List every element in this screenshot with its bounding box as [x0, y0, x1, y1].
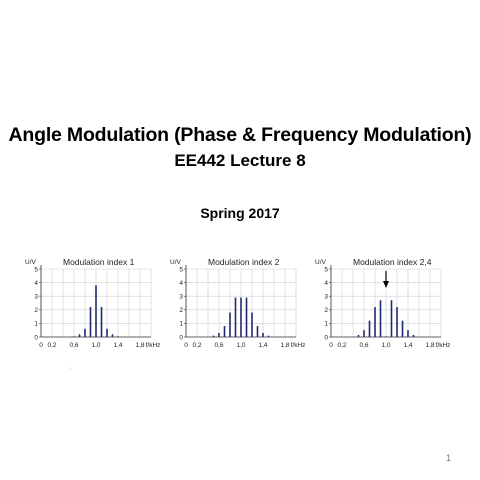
carrier-arrow-head	[383, 281, 389, 288]
page-number: 1	[446, 453, 452, 463]
slide-subtitle: EE442 Lecture 8	[174, 151, 306, 170]
x-axis-label: f/kHz	[146, 342, 161, 349]
x-tick-label: 0,6	[359, 342, 368, 349]
x-tick-label: 1,4	[258, 342, 267, 349]
x-tick-label: 0	[39, 342, 43, 349]
chart-title: Modulation index 2,4	[353, 257, 432, 267]
x-tick-label: 1,4	[403, 342, 412, 349]
y-tick-label: 0	[34, 334, 38, 341]
chart-title: Modulation index 2	[208, 257, 280, 267]
x-tick-label: 0,6	[214, 342, 223, 349]
y-axis-label: U/V	[170, 259, 182, 266]
x-axis-label: f/kHz	[291, 342, 306, 349]
spectrum-chart-svg: Modulation index 1 U/V 0 1 2 3 4 5 0 0,2 0,6 1,0 1,4…	[25, 257, 161, 349]
slide-title: Angle Modulation (Phase & Frequency Modu…	[8, 124, 472, 146]
y-tick-label: 3	[324, 294, 328, 301]
x-tick-label: 1,0	[381, 342, 390, 349]
spectrum-chart-svg: Modulation index 2,4 U/V 0 1 2 3 4 5 0 0,2 0,6 1,0 1…	[315, 257, 451, 349]
x-tick-label: 1,8	[135, 342, 144, 349]
x-tick-label: 0	[184, 342, 188, 349]
x-tick-label: 0,2	[337, 342, 346, 349]
x-tick-label: 1,8	[280, 342, 289, 349]
y-tick-label: 3	[179, 294, 183, 301]
x-tick-label: 1,8	[425, 342, 434, 349]
x-tick-label: 1,0	[236, 342, 245, 349]
y-tick-label: 2	[324, 307, 328, 314]
y-tick-label: 4	[34, 280, 38, 287]
y-tick-label: 1	[179, 321, 183, 328]
x-tick-label: 1,4	[113, 342, 122, 349]
x-tick-label: 1,0	[91, 342, 100, 349]
y-tick-label: 4	[324, 280, 328, 287]
spectrum-chart-index-2: Modulation index 2 U/V 0 1 2 3 4 5 0 0,2 0,6 1,0 1,4…	[170, 253, 306, 358]
y-tick-label: 0	[179, 334, 183, 341]
y-tick-label: 5	[179, 266, 183, 273]
y-tick-label: 0	[324, 334, 328, 341]
y-tick-label: 1	[34, 321, 38, 328]
y-tick-label: 1	[324, 321, 328, 328]
x-tick-label: 0,2	[47, 342, 56, 349]
y-axis-label: U/V	[25, 259, 37, 266]
y-tick-label: 3	[34, 294, 38, 301]
chart-title: Modulation index 1	[63, 257, 135, 267]
y-tick-label: 4	[179, 280, 183, 287]
spectrum-chart-svg: Modulation index 2 U/V 0 1 2 3 4 5 0 0,2 0,6 1,0 1,4…	[170, 257, 306, 349]
y-axis-label: U/V	[315, 259, 327, 266]
x-tick-label: 0,2	[192, 342, 201, 349]
spectrum-chart-index-2-4: Modulation index 2,4 U/V 0 1 2 3 4 5 0 0,2 0,6 1,0 1…	[315, 253, 451, 358]
slide-date: Spring 2017	[200, 205, 280, 221]
x-tick-label: 0,6	[69, 342, 78, 349]
y-tick-label: 5	[34, 266, 38, 273]
x-tick-label: 0	[329, 342, 333, 349]
x-axis-label: f/kHz	[436, 342, 451, 349]
y-tick-label: 5	[324, 266, 328, 273]
stray-mark: '	[70, 368, 72, 374]
y-tick-label: 2	[34, 307, 38, 314]
y-tick-label: 2	[179, 307, 183, 314]
spectrum-charts: Modulation index 1 U/V 0 1 2 3 4 5 0 0,2 0,6 1,0 1,4…	[25, 253, 459, 368]
spectrum-chart-index-1: Modulation index 1 U/V 0 1 2 3 4 5 0 0,2 0,6 1,0 1,4…	[25, 253, 161, 358]
